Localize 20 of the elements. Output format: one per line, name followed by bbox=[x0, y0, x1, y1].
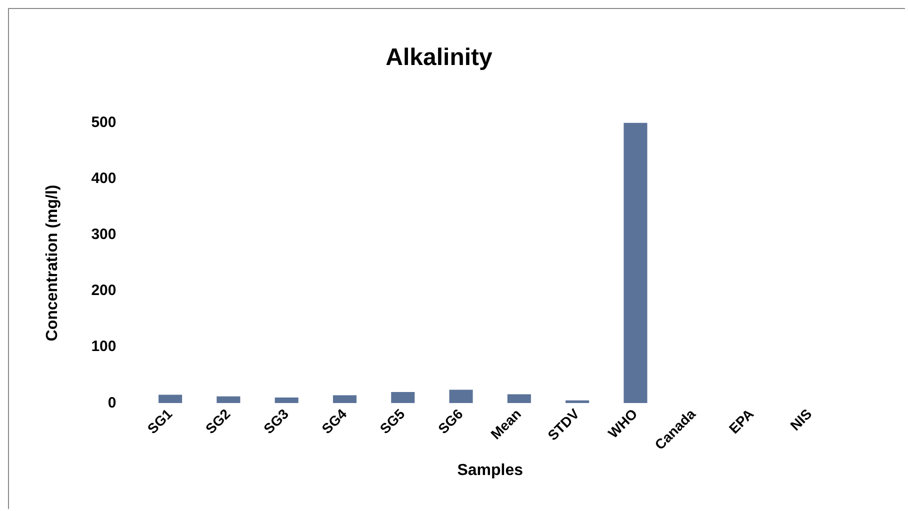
y-tick-label: 100 bbox=[91, 338, 116, 356]
y-tick-label: 0 bbox=[108, 394, 116, 412]
bar bbox=[449, 390, 473, 404]
x-axis-title: Samples bbox=[457, 462, 524, 479]
chart-title: Alkalinity bbox=[386, 44, 493, 72]
y-tick-label: 500 bbox=[91, 114, 116, 131]
y-tick-label: 400 bbox=[91, 170, 116, 188]
bar bbox=[274, 398, 298, 404]
x-tick-label: NIS bbox=[786, 406, 815, 434]
bar bbox=[507, 394, 531, 404]
x-tick-label: SG1 bbox=[144, 405, 176, 437]
bar bbox=[216, 396, 240, 404]
x-tick-label: EPA bbox=[726, 406, 757, 437]
y-tick-label: 200 bbox=[91, 282, 116, 300]
bar bbox=[332, 395, 357, 404]
y-axis-title: Concentration (mg/l) bbox=[44, 184, 62, 342]
bar bbox=[391, 392, 415, 404]
y-tick-label: 300 bbox=[91, 226, 116, 244]
bar bbox=[158, 394, 182, 404]
bar bbox=[624, 122, 648, 404]
